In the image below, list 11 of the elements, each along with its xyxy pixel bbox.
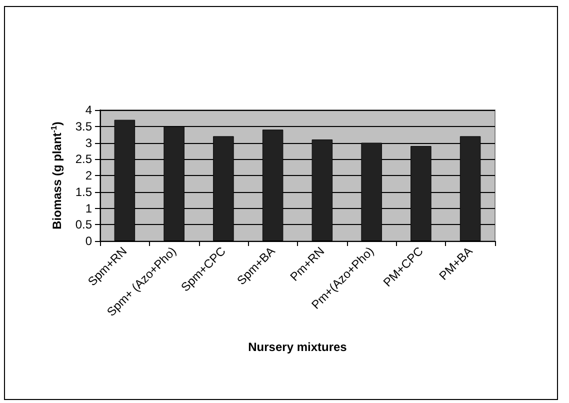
y-tick-label: 3 [85, 136, 92, 150]
y-tick-label: 1 [85, 201, 92, 216]
y-tick-label: 2.5 [75, 152, 92, 166]
y-tick-label: 1.5 [75, 184, 92, 199]
y-tick-label: 2 [85, 168, 92, 182]
y-tick-label: 0.5 [75, 218, 92, 232]
y-tick-label: 4 [85, 103, 92, 117]
y-axis-title: Biomass (g plant-1) [50, 122, 64, 230]
x-axis-title: Nursery mixtures [248, 340, 348, 354]
y-tick-label: 0 [85, 234, 92, 248]
y-tick-label: 3.5 [75, 119, 92, 134]
